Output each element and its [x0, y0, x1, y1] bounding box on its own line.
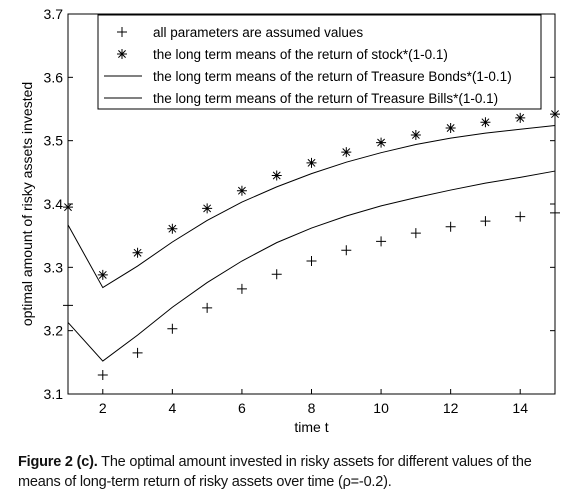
x-tick-label: 10 [373, 400, 389, 416]
y-tick-label: 3.6 [44, 69, 64, 85]
plus-marker [236, 283, 247, 294]
series-1 [63, 207, 560, 380]
asterisk-marker [236, 185, 247, 196]
asterisk-marker [410, 129, 421, 140]
series-line [67, 124, 556, 289]
x-axis-label: time t [294, 419, 328, 435]
x-tick-label: 4 [168, 400, 176, 416]
legend: all parameters are assumed values the lon… [97, 14, 542, 110]
asterisk-marker [132, 247, 143, 258]
plus-marker [515, 211, 526, 222]
plus-marker [132, 347, 143, 358]
y-axis-label: optimal amount of risky assets invested [19, 82, 35, 326]
legend-label: all parameters are assumed values [153, 25, 363, 40]
asterisk-marker [445, 123, 456, 133]
asterisk-marker [202, 203, 213, 214]
asterisk-marker [341, 147, 352, 158]
y-tick-label: 3.3 [44, 259, 64, 275]
y-tick-label: 3.5 [44, 133, 64, 149]
legend-symbol [117, 49, 127, 59]
asterisk-marker [480, 117, 491, 128]
asterisk-marker [376, 137, 387, 148]
plus-marker [202, 302, 213, 313]
plus-marker [445, 221, 456, 232]
plus-marker [271, 269, 282, 280]
series-line [67, 170, 556, 362]
x-tick-label: 12 [443, 400, 459, 416]
legend-label: the long term means of the return of Tre… [153, 91, 498, 106]
legend-symbol [117, 27, 127, 37]
plus-marker [306, 256, 317, 266]
tick-layer: 2 4 6 8 10 12 14 3.1 3.2 3.3 3.4 3.5 3.6 3.7 [44, 6, 555, 416]
y-tick-label: 3.2 [44, 323, 64, 339]
plus-marker [480, 216, 491, 227]
legend-label: the long term means of the return of Tre… [153, 69, 512, 84]
series-layer [63, 109, 560, 380]
asterisk-marker [306, 157, 317, 168]
plus-marker [97, 370, 108, 380]
asterisk-marker [97, 269, 108, 280]
plus-marker [410, 228, 421, 239]
x-tick-label: 6 [238, 400, 246, 416]
asterisk-marker [167, 223, 178, 234]
y-tick-label: 3.4 [44, 196, 64, 212]
x-tick-label: 8 [308, 400, 316, 416]
series-4 [67, 170, 556, 362]
chart-figure: 2 4 6 8 10 12 14 3.1 3.2 3.3 3.4 3.5 3.6 3.7 time t o… [19, 6, 560, 435]
asterisk-marker [271, 170, 282, 181]
legend-items: all parameters are assumed values the lon… [104, 25, 512, 106]
caption-text: The optimal amount invested in risky ass… [18, 454, 532, 490]
figure-caption: Figure 2 (c). The optimal amount investe… [18, 452, 566, 492]
series-3 [67, 124, 556, 289]
asterisk-marker [515, 112, 526, 123]
legend-box [97, 14, 542, 110]
y-tick-label: 3.7 [44, 6, 64, 22]
x-tick-label: 2 [99, 400, 107, 416]
legend-label: the long term means of the return of sto… [153, 47, 448, 62]
plus-marker [341, 245, 352, 256]
plus-marker [376, 236, 387, 247]
y-tick-label: 3.1 [44, 386, 64, 402]
caption-label: Figure 2 (c). [18, 454, 98, 470]
x-tick-label: 14 [512, 400, 528, 416]
plus-marker [167, 323, 178, 334]
series-2 [63, 109, 560, 280]
